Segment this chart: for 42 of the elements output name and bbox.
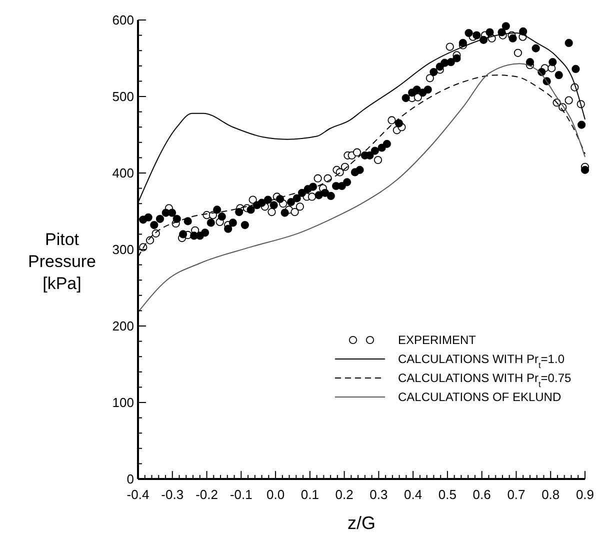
y-tick-label: 0: [126, 472, 134, 487]
line-series: [138, 63, 586, 313]
x-tick-label: 0.2: [335, 487, 354, 502]
point: [564, 96, 573, 104]
x-tick-label: 0.5: [438, 487, 456, 502]
x-tick-label: -0.1: [230, 487, 252, 502]
x-tick-label: -0.2: [196, 487, 218, 502]
point: [268, 208, 276, 216]
legend-label: EXPERIMENT: [398, 333, 477, 348]
x-tick-label: -0.3: [161, 487, 184, 502]
x-tick-label: 0.8: [542, 487, 560, 502]
y-tick-label: 600: [112, 12, 134, 28]
point: [374, 156, 382, 164]
y-tick-label: 200: [112, 318, 134, 334]
x-tick-label: 0.9: [576, 487, 594, 502]
point: [388, 116, 396, 124]
point: [308, 192, 316, 201]
point: [514, 48, 522, 57]
x-axis-title: z/G: [347, 513, 376, 533]
point: [352, 148, 362, 156]
y-tick-label: 500: [112, 89, 134, 104]
y-tick-label: 100: [112, 395, 134, 410]
legend-label: CALCULATIONS WITH Pr$_{t}$=1.0: [398, 352, 565, 370]
legend-label: CALCULATIONS OF EKLUND: [398, 390, 562, 404]
point: [296, 202, 304, 211]
point: [290, 208, 299, 216]
x-tick-label: 0.4: [404, 487, 422, 502]
x-tick-label: 0.1: [300, 487, 319, 502]
x-tick-label: 0.3: [370, 487, 388, 502]
point: [314, 174, 322, 182]
point: [152, 229, 160, 238]
point: [248, 196, 257, 204]
y-axis-title: Pitot Pressure [kPa]: [28, 230, 96, 293]
legend-label: CALCULATIONS WITH Pr$_{t}$=0.75: [398, 371, 572, 390]
point: [426, 74, 434, 82]
y-tick-label: 300: [112, 242, 134, 258]
y-tick-label: 400: [112, 166, 134, 181]
x-tick-label: 0.7: [507, 487, 526, 502]
point: [446, 42, 454, 51]
x-tick-label: 0.6: [472, 487, 491, 502]
x-tick-label: 0.0: [266, 487, 285, 502]
x-tick-label: -0.4: [126, 487, 150, 502]
